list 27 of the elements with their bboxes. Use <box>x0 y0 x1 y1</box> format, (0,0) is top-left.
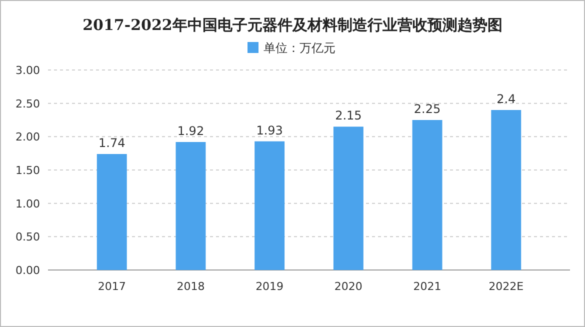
y-tick-label: 1.00 <box>16 197 40 210</box>
x-tick-label: 2017 <box>98 280 126 293</box>
chart-title: 2017-2022年中国电子元器件及材料制造行业营收预测趋势图 <box>82 16 502 34</box>
data-label: 2.4 <box>496 92 516 106</box>
y-tick-label: 2.00 <box>16 130 40 144</box>
x-tick-label: 2018 <box>176 280 205 293</box>
bar <box>254 141 285 270</box>
y-tick-label: 0.50 <box>16 230 40 244</box>
bar <box>176 142 206 270</box>
data-label: 1.93 <box>256 123 283 138</box>
data-label: 1.92 <box>177 124 204 138</box>
data-label: 1.74 <box>98 136 126 150</box>
y-tick-label: 1.50 <box>16 164 40 177</box>
data-label: 2.25 <box>414 102 441 116</box>
bar <box>412 120 442 270</box>
x-tick-label: 2020 <box>334 280 362 293</box>
y-tick-label: 3.00 <box>16 64 40 77</box>
y-tick-label: 2.50 <box>16 97 40 110</box>
x-tick-label: 2021 <box>413 280 442 293</box>
x-tick-label: 2022E <box>488 280 524 293</box>
bar <box>491 110 522 270</box>
x-tick-label: 2019 <box>256 280 284 293</box>
data-label: 2.15 <box>335 108 362 123</box>
y-tick-label: 0.00 <box>16 264 40 277</box>
bar <box>96 154 127 270</box>
legend-label: 单位：万亿元 <box>264 41 336 55</box>
bar <box>333 126 364 270</box>
